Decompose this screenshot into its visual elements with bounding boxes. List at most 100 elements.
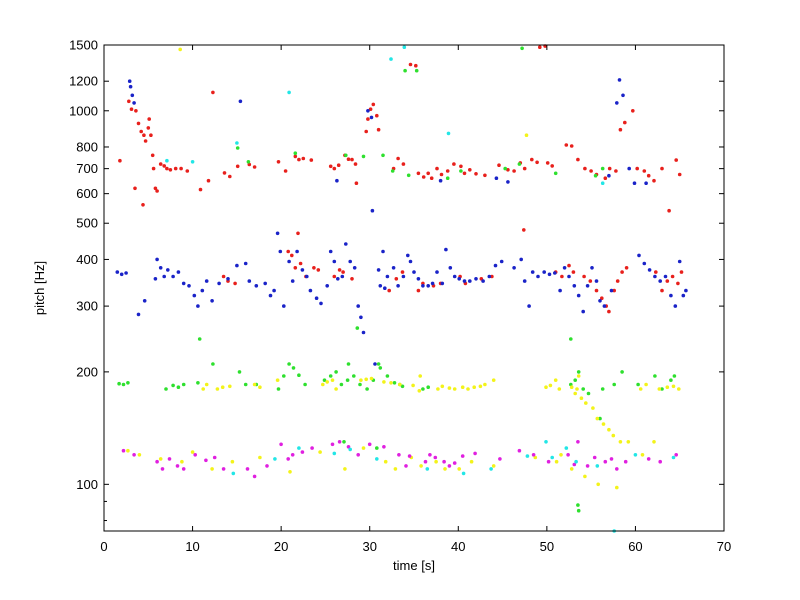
data-point-blue-2-49 [344, 242, 348, 246]
data-point-yellow-4-22 [447, 386, 452, 390]
data-point-blue-2-101 [585, 284, 590, 288]
data-point-yellow-4-5 [228, 384, 232, 389]
data-point-blue-2-4 [128, 84, 133, 89]
data-point-blue-2-108 [617, 78, 622, 82]
data-point-blue-2-114 [647, 268, 652, 272]
data-point-blue-2-80 [474, 277, 478, 281]
data-point-green-3-50 [573, 378, 577, 383]
y-tick-label: 1200 [69, 74, 98, 89]
y-axis-label: pitch [Hz] [32, 261, 47, 315]
data-point-blue-2-38 [295, 249, 299, 254]
data-point-red-0-27 [247, 162, 252, 167]
data-point-cyan-6-1 [190, 160, 195, 164]
data-point-red-0-57 [435, 166, 439, 171]
data-point-red-1-31 [582, 274, 586, 279]
y-tick-label: 500 [76, 216, 98, 231]
y-tick-label: 100 [76, 477, 98, 492]
data-point-red-0-95 [674, 158, 678, 162]
data-point-blue-2-128 [644, 181, 648, 185]
data-point-magenta-5-2 [160, 467, 165, 471]
data-point-magenta-5-0 [121, 448, 126, 453]
data-point-blue-2-81 [481, 279, 485, 283]
data-point-green-3-10 [237, 370, 242, 374]
data-point-green-3-46 [593, 173, 598, 178]
data-point-blue-2-63 [396, 284, 400, 288]
data-point-magenta-5-27 [442, 459, 446, 464]
data-point-yellow-4-62 [443, 467, 447, 471]
data-point-blue-2-19 [196, 304, 200, 308]
data-point-blue-2-100 [581, 309, 585, 314]
data-point-red-1-42 [660, 288, 664, 293]
data-point-green-3-66 [598, 416, 602, 421]
x-tick-label: 20 [274, 539, 288, 554]
x-tick-label: 40 [451, 539, 465, 554]
data-point-yellow-4-10 [325, 380, 330, 384]
data-point-red-1-2 [233, 281, 237, 286]
data-point-blue-2-21 [204, 279, 209, 283]
data-point-blue-2-119 [673, 304, 678, 308]
data-point-green-3-28 [378, 366, 383, 370]
data-point-magenta-5-33 [531, 453, 536, 457]
data-point-blue-2-43 [319, 301, 323, 306]
data-point-blue-2-110 [627, 166, 631, 171]
data-point-red-1-4 [290, 253, 294, 258]
data-point-red-1-15 [387, 288, 392, 293]
data-point-red-0-92 [652, 178, 656, 183]
data-point-red-0-33 [301, 156, 306, 161]
data-point-blue-2-36 [287, 259, 291, 264]
data-point-red-0-100 [133, 186, 137, 191]
data-point-yellow-4-46 [657, 387, 662, 391]
x-tick-label: 10 [185, 539, 199, 554]
data-point-blue-2-0 [115, 270, 120, 274]
data-point-blue-2-30 [263, 281, 268, 286]
data-point-red-0-79 [576, 157, 580, 162]
data-point-red-0-89 [635, 166, 639, 171]
data-point-blue-2-104 [598, 299, 602, 303]
data-point-magenta-5-16 [330, 442, 335, 447]
data-point-green-3-57 [636, 382, 640, 387]
data-point-magenta-5-44 [674, 453, 678, 457]
data-point-magenta-5-9 [245, 467, 250, 471]
data-point-magenta-5-22 [397, 453, 401, 457]
data-point-red-0-45 [371, 102, 376, 107]
data-point-green-3-49 [569, 382, 573, 387]
data-point-red-0-22 [206, 178, 211, 183]
data-point-blue-2-50 [348, 259, 353, 264]
data-point-red-1-28 [560, 274, 564, 279]
data-point-yellow-4-49 [677, 387, 681, 391]
data-point-blue-2-7 [136, 312, 141, 317]
data-point-yellow-4-38 [591, 406, 595, 410]
data-point-blue-2-31 [268, 293, 273, 298]
data-point-cyan-6-21 [633, 453, 638, 457]
data-point-magenta-5-38 [603, 459, 608, 464]
data-point-yellow-4-84 [434, 459, 438, 464]
data-point-blue-2-47 [336, 277, 340, 281]
data-point-green-3-41 [390, 169, 395, 173]
data-point-green-3-42 [406, 173, 411, 178]
data-point-magenta-5-12 [279, 442, 283, 447]
data-point-green-3-3 [164, 387, 168, 391]
data-point-blue-2-83 [493, 263, 498, 268]
data-point-yellow-4-66 [533, 455, 538, 460]
data-point-magenta-5-15 [310, 446, 314, 450]
data-point-red-0-44 [368, 107, 373, 111]
data-point-blue-2-18 [192, 293, 197, 298]
data-point-green-3-64 [672, 374, 677, 378]
data-point-blue-2-40 [305, 274, 309, 279]
data-point-blue-2-54 [361, 330, 366, 335]
data-point-yellow-4-61 [419, 464, 423, 468]
data-point-yellow-4-19 [417, 389, 422, 393]
data-point-yellow-4-50 [158, 457, 163, 461]
data-point-blue-2-2 [124, 271, 128, 275]
data-point-red-1-39 [620, 270, 624, 274]
data-point-cyan-6-16 [550, 455, 554, 460]
data-point-red-1-11 [332, 274, 337, 279]
data-point-red-0-29 [276, 160, 281, 164]
data-point-magenta-5-47 [286, 457, 291, 461]
data-point-green-3-52 [581, 387, 585, 391]
data-point-yellow-4-41 [607, 427, 611, 432]
data-point-green-3-44 [517, 162, 522, 166]
data-point-blue-2-60 [381, 249, 385, 254]
data-point-red-1-17 [400, 270, 405, 274]
data-point-green-3-45 [553, 171, 558, 176]
